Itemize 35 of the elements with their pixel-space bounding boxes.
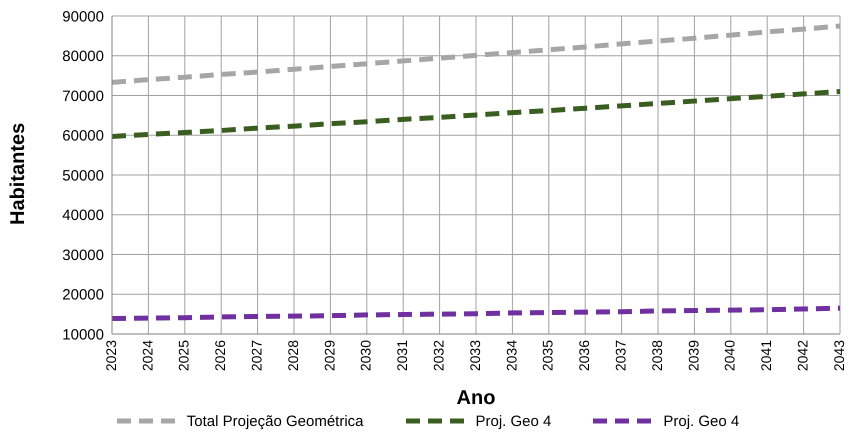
x-tick-label: 2026 <box>212 340 228 372</box>
y-tick-label: 60000 <box>62 128 104 145</box>
x-tick-label: 2029 <box>321 340 338 372</box>
x-tick-label: 2036 <box>576 340 592 372</box>
y-tick-label: 10000 <box>62 326 104 344</box>
x-tick-label: 2023 <box>102 340 119 372</box>
y-tick-label: 40000 <box>62 207 104 224</box>
x-tick-label: 2042 <box>794 340 811 372</box>
y-tick-label: 70000 <box>62 88 104 105</box>
x-tick-label: 2025 <box>176 340 192 372</box>
x-tick-label: 2027 <box>248 340 265 372</box>
x-tick-label: 2031 <box>394 340 410 372</box>
y-tick-label: 90000 <box>62 8 104 26</box>
x-tick-label: 2035 <box>540 340 556 372</box>
x-tick-label: 2030 <box>358 340 374 372</box>
y-tick-label: 80000 <box>62 48 104 66</box>
x-tick-label: 2037 <box>612 340 629 372</box>
y-tick-label: 30000 <box>62 246 104 264</box>
legend-label: Proj. Geo 4 <box>476 412 552 430</box>
legend-label: Proj. Geo 4 <box>663 412 740 430</box>
x-tick-label: 2039 <box>685 340 702 372</box>
legend-label: Total Projeção Geométrica <box>186 412 364 430</box>
x-tick-label: 2043 <box>830 340 847 372</box>
y-axis-title: Habitantes <box>7 122 30 225</box>
x-tick-label: 2034 <box>503 340 520 372</box>
y-tick-label: 20000 <box>62 286 104 304</box>
x-tick-label: 2033 <box>466 340 483 372</box>
x-tick-label: 2041 <box>758 340 774 372</box>
x-tick-label: 2040 <box>722 340 738 372</box>
x-tick-label: 2028 <box>284 340 301 372</box>
x-tick-label: 2038 <box>648 340 665 372</box>
x-axis-title: Ano <box>456 387 496 409</box>
x-tick-label: 2032 <box>430 340 447 372</box>
y-tick-label: 50000 <box>62 167 104 184</box>
x-tick-label: 2024 <box>139 340 156 372</box>
